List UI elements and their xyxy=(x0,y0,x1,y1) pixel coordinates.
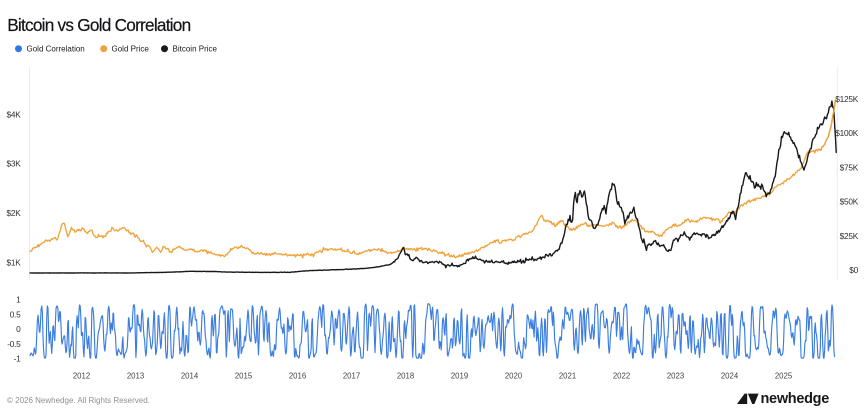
svg-text:2025: 2025 xyxy=(775,372,793,381)
svg-text:© 2026 Newhedge. All Rights Re: © 2026 Newhedge. All Rights Reserved. xyxy=(7,396,150,405)
svg-text:$75K: $75K xyxy=(840,162,859,172)
svg-text:0: 0 xyxy=(16,324,21,334)
svg-text:2024: 2024 xyxy=(721,372,739,381)
svg-text:Gold Correlation: Gold Correlation xyxy=(27,45,85,54)
svg-text:2020: 2020 xyxy=(505,372,523,381)
svg-text:$3K: $3K xyxy=(6,159,21,169)
svg-text:$4K: $4K xyxy=(6,109,21,119)
svg-text:-1: -1 xyxy=(14,353,22,363)
svg-text:2016: 2016 xyxy=(289,372,306,381)
svg-text:$125K: $125K xyxy=(835,94,858,104)
svg-text:2015: 2015 xyxy=(235,372,253,381)
svg-text:$1K: $1K xyxy=(6,258,21,268)
svg-text:2019: 2019 xyxy=(451,372,468,381)
svg-text:Gold Price: Gold Price xyxy=(112,45,150,54)
svg-text:Bitcoin Price: Bitcoin Price xyxy=(173,45,218,54)
svg-text:-0.5: -0.5 xyxy=(7,339,21,349)
svg-text:2014: 2014 xyxy=(181,372,199,381)
svg-text:0.5: 0.5 xyxy=(10,309,21,319)
svg-text:$0: $0 xyxy=(849,265,858,275)
svg-text:2013: 2013 xyxy=(127,372,144,381)
svg-text:2022: 2022 xyxy=(613,372,630,381)
svg-text:Bitcoin vs Gold Correlation: Bitcoin vs Gold Correlation xyxy=(7,15,190,35)
svg-text:$50K: $50K xyxy=(840,197,859,207)
svg-text:$25K: $25K xyxy=(840,231,859,241)
svg-text:2023: 2023 xyxy=(667,372,684,381)
svg-text:newhedge: newhedge xyxy=(761,391,830,407)
svg-text:2021: 2021 xyxy=(559,372,576,381)
svg-text:1: 1 xyxy=(16,295,21,305)
svg-text:2017: 2017 xyxy=(343,372,360,381)
svg-text:2018: 2018 xyxy=(397,372,414,381)
svg-text:$2K: $2K xyxy=(6,208,21,218)
svg-text:2012: 2012 xyxy=(73,372,90,381)
svg-text:$100K: $100K xyxy=(835,128,858,138)
